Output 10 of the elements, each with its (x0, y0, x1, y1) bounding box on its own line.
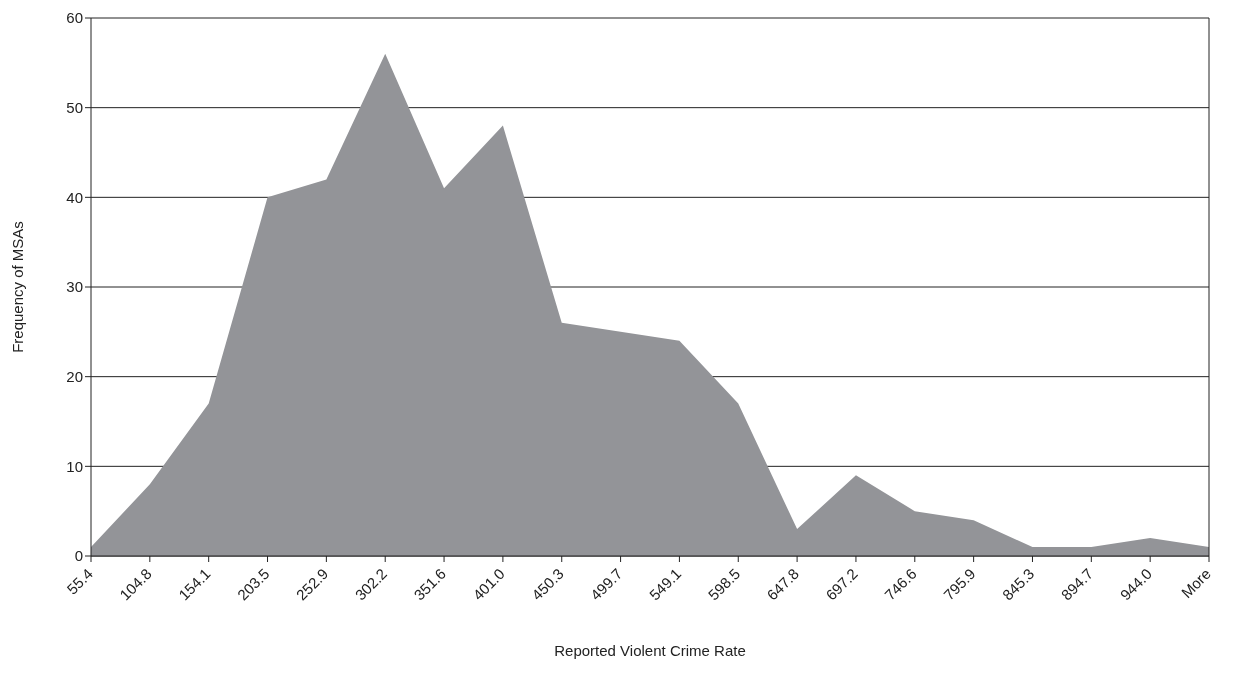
y-tick-label: 60 (66, 9, 83, 27)
y-tick-label: 50 (66, 98, 83, 116)
x-tick-label: 55.4 (63, 564, 96, 598)
x-axis-title: Reported Violent Crime Rate (554, 642, 746, 659)
y-tick-label: 10 (66, 457, 83, 475)
y-tick-label: 0 (74, 547, 83, 565)
y-tick-label: 20 (66, 367, 83, 385)
y-tick-label: 40 (66, 188, 83, 206)
y-axis-title: Frequency of MSAs (9, 221, 27, 353)
y-tick-label: 30 (66, 278, 83, 296)
